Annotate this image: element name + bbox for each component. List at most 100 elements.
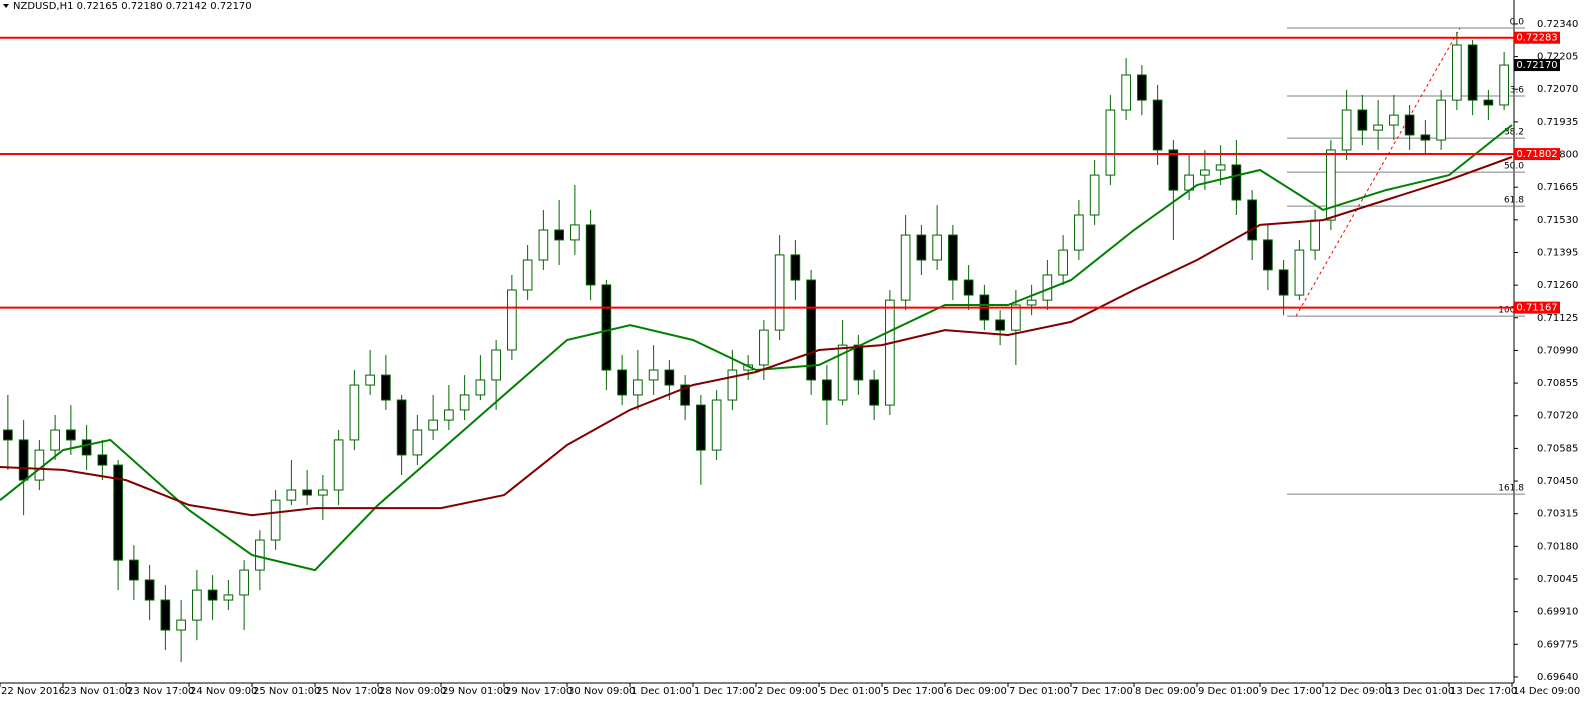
x-tick-label: 7 Dec 17:00 <box>1072 686 1133 697</box>
candle-body <box>160 599 171 631</box>
quote: 0.72165 <box>77 1 118 12</box>
candle-body <box>1168 149 1179 191</box>
candle-body <box>932 234 942 261</box>
x-tick-label: 25 Nov 01:00 <box>253 686 320 697</box>
fib-label: 0.0 <box>1510 18 1525 28</box>
level-box <box>1514 31 1560 44</box>
x-tick-label: 9 Dec 01:00 <box>1198 686 1259 697</box>
moving-average <box>0 156 1513 517</box>
y-tick-label: 0.69910 <box>1537 607 1578 618</box>
fib-label: 100.0 <box>1498 306 1524 316</box>
candle-body <box>1294 249 1305 296</box>
current-price-box <box>1514 59 1560 72</box>
candle-body <box>192 589 202 621</box>
y-tick-label: 0.71395 <box>1537 247 1578 258</box>
candle-body <box>1263 239 1273 271</box>
candle-body <box>617 369 627 396</box>
candle-body <box>428 419 438 431</box>
x-tick-label: 13 Dec 17:00 <box>1450 686 1517 697</box>
candle-body <box>664 369 675 386</box>
candle-body <box>1436 99 1446 141</box>
symbol: NZDUSD,H1 <box>13 1 73 12</box>
y-tick-label: 0.69640 <box>1537 672 1578 683</box>
candle-body <box>349 384 360 441</box>
candle-body <box>601 284 612 371</box>
candle-body <box>822 379 832 401</box>
x-tick-label: 1 Dec 17:00 <box>694 686 755 697</box>
x-tick-label: 7 Dec 01:00 <box>1009 686 1070 697</box>
fib-label: 61.8 <box>1504 196 1524 206</box>
y-tick-label: 0.72340 <box>1537 19 1578 30</box>
candle-body <box>176 619 186 631</box>
candle-body <box>318 489 328 496</box>
candle-body <box>412 429 423 456</box>
candle-body <box>1215 164 1226 171</box>
moving-average <box>0 124 1513 572</box>
candle-body <box>1420 134 1431 141</box>
x-tick-label: 22 Nov 2016 <box>1 686 65 697</box>
candle-body <box>585 224 596 286</box>
candle-body <box>302 489 312 496</box>
candle-body <box>711 399 722 451</box>
candle-body <box>81 439 92 456</box>
candle-body <box>475 379 486 396</box>
x-tick-label: 28 Nov 09:00 <box>379 686 446 697</box>
candle-body <box>491 349 501 381</box>
y-tick-label: 0.70315 <box>1537 509 1578 520</box>
candle-body <box>34 449 45 481</box>
y-tick-label: 0.70990 <box>1537 345 1578 356</box>
fib-label: 23.6 <box>1504 86 1524 96</box>
candle-body <box>727 369 738 401</box>
x-tick-label: 12 Dec 09:00 <box>1324 686 1391 697</box>
x-tick-label: 25 Nov 17:00 <box>316 686 383 697</box>
x-tick-label: 29 Nov 17:00 <box>505 686 572 697</box>
level-box <box>1514 301 1560 314</box>
candle-body <box>869 379 879 406</box>
candle-body <box>1467 44 1478 101</box>
y-tick-label: 0.70450 <box>1537 476 1578 487</box>
candle-body <box>1105 109 1116 176</box>
candle-body <box>333 439 344 491</box>
candle-body <box>1089 174 1100 216</box>
fib-label: 50.0 <box>1504 162 1524 172</box>
quote: 0.72180 <box>121 1 162 12</box>
candle-body <box>806 279 816 381</box>
x-tick-label: 23 Nov 17:00 <box>127 686 194 697</box>
current-price-label: 0.72170 <box>1516 60 1557 71</box>
candle-body <box>239 569 249 596</box>
candle-body <box>790 254 801 281</box>
y-tick-label: 0.69775 <box>1537 639 1578 650</box>
x-tick-label: 5 Dec 17:00 <box>883 686 944 697</box>
candle-body <box>1499 64 1509 106</box>
candle-body <box>995 319 1005 331</box>
candle-body <box>1357 109 1368 131</box>
candle-body <box>1389 114 1399 126</box>
candle-body <box>1137 74 1147 101</box>
candle-body <box>18 439 29 481</box>
candle-body <box>774 254 785 331</box>
candle-body <box>1247 199 1257 241</box>
quote: 0.72170 <box>210 1 251 12</box>
x-tick-label: 14 Dec 09:00 <box>1513 686 1580 697</box>
candle-body <box>1483 99 1494 106</box>
candle-body <box>50 429 60 451</box>
level-box <box>1514 148 1560 161</box>
x-tick-label: 13 Dec 01:00 <box>1387 686 1454 697</box>
candle-body <box>255 539 265 571</box>
y-tick-label: 0.71260 <box>1537 280 1578 291</box>
candle-body <box>286 489 297 501</box>
candle-body <box>554 229 564 241</box>
candle-body <box>223 594 234 601</box>
candle-body <box>853 344 864 381</box>
candle-body <box>365 374 375 386</box>
x-tick-label: 9 Dec 17:00 <box>1261 686 1322 697</box>
level-label: 0.71167 <box>1516 303 1557 314</box>
candle-body <box>648 369 659 381</box>
candle-body <box>144 579 155 601</box>
candle-body <box>522 259 533 291</box>
candle-body <box>916 234 927 261</box>
candle-body <box>1011 304 1021 331</box>
candle-body <box>570 224 580 241</box>
y-tick-label: 0.70045 <box>1537 574 1578 585</box>
